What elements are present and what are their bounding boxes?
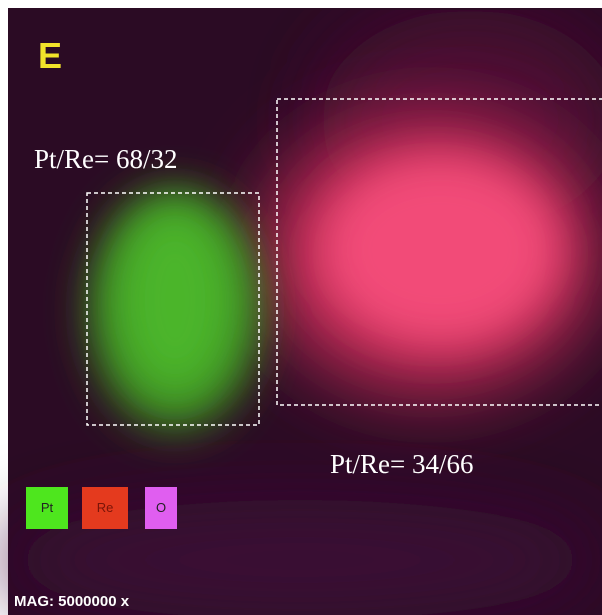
legend-label: Pt xyxy=(41,500,54,515)
panel-label: E xyxy=(38,35,62,76)
re-region-core xyxy=(320,155,560,345)
region-label: Pt/Re= 34/66 xyxy=(330,449,474,479)
region-label: Pt/Re= 68/32 xyxy=(34,144,178,174)
magnification: MAG: 5000000 x xyxy=(14,593,130,610)
legend-label: O xyxy=(156,500,166,515)
legend-label: Re xyxy=(97,500,114,515)
pt-region-core xyxy=(115,205,235,395)
micrograph-panel: E Pt/Re= 68/32 Pt/Re= 34/66 Pt Re O MAG:… xyxy=(0,0,602,615)
